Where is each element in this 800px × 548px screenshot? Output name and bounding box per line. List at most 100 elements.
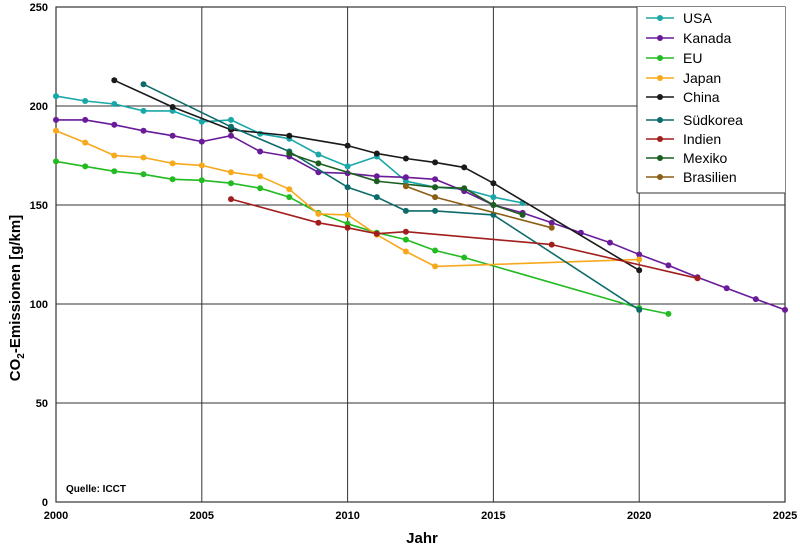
legend-item-kanada: Kanada bbox=[646, 30, 731, 46]
data-point bbox=[140, 81, 147, 88]
x-tick-label: 2010 bbox=[335, 510, 359, 522]
data-point bbox=[432, 176, 439, 183]
data-point bbox=[140, 107, 147, 114]
data-point bbox=[169, 176, 176, 183]
legend-swatch-marker bbox=[657, 174, 663, 180]
data-point bbox=[461, 254, 468, 261]
y-axis-title-sub: 2 bbox=[16, 353, 27, 359]
data-point bbox=[636, 256, 643, 263]
data-point bbox=[461, 164, 468, 171]
data-point bbox=[402, 207, 409, 214]
data-point bbox=[402, 236, 409, 243]
data-point bbox=[53, 158, 59, 165]
tick-labels: 0 50 100 150 200 250 2000 2005 2010 2015 2020 2025 bbox=[30, 2, 798, 522]
data-point bbox=[344, 184, 351, 191]
legend-label: USA bbox=[683, 10, 712, 26]
data-point bbox=[402, 248, 409, 255]
data-point bbox=[402, 174, 409, 181]
y-axis-title: CO2-Emissionen [g/km] bbox=[7, 215, 27, 381]
legend-label: Indien bbox=[683, 131, 721, 147]
series-line bbox=[56, 119, 786, 311]
series-line bbox=[55, 160, 669, 315]
series-südkorea bbox=[140, 81, 643, 313]
data-point bbox=[432, 184, 439, 191]
data-point bbox=[519, 211, 526, 218]
legend-item-mexiko: Mexiko bbox=[646, 150, 728, 166]
series-eu bbox=[53, 158, 672, 317]
data-point bbox=[286, 186, 293, 193]
data-point bbox=[111, 77, 118, 84]
data-point bbox=[665, 310, 672, 317]
data-point bbox=[607, 239, 613, 246]
data-point bbox=[665, 262, 672, 269]
legend-swatch-marker bbox=[657, 55, 663, 61]
data-point bbox=[402, 228, 409, 235]
x-tick-label: 2015 bbox=[481, 510, 505, 522]
data-point bbox=[432, 194, 439, 201]
x-tick-label: 2025 bbox=[773, 510, 797, 522]
data-point bbox=[723, 285, 730, 292]
y-tick-label: 200 bbox=[30, 101, 48, 113]
legend: USA Kanada EU Japan China Südkorea Indien Mexik… bbox=[636, 7, 785, 194]
legend-item-südkorea: Südkorea bbox=[646, 112, 743, 128]
legend-label: Südkorea bbox=[683, 112, 743, 128]
data-point bbox=[694, 275, 701, 282]
legend-swatch-marker bbox=[657, 117, 663, 123]
legend-swatch-marker bbox=[657, 94, 663, 100]
legend-swatch-marker bbox=[657, 136, 663, 142]
data-point bbox=[344, 211, 351, 218]
data-point bbox=[548, 241, 555, 248]
data-point bbox=[373, 230, 380, 237]
data-point bbox=[53, 116, 59, 123]
y-axis-title-main: CO bbox=[7, 358, 24, 381]
data-point bbox=[344, 163, 351, 170]
data-point bbox=[82, 139, 89, 146]
legend-label: China bbox=[683, 89, 720, 105]
data-point bbox=[344, 224, 351, 231]
data-point bbox=[373, 178, 380, 185]
y-tick-label: 0 bbox=[42, 497, 48, 509]
data-point bbox=[257, 173, 264, 180]
legend-label: Brasilien bbox=[683, 169, 737, 185]
data-point bbox=[490, 180, 497, 187]
x-tick-label: 2020 bbox=[627, 510, 651, 522]
data-point bbox=[286, 132, 293, 139]
series-japan bbox=[53, 127, 643, 270]
data-point bbox=[782, 306, 788, 313]
legend-item-usa: USA bbox=[646, 10, 712, 26]
legend-item-eu: EU bbox=[646, 50, 702, 66]
legend-swatch-marker bbox=[657, 155, 663, 161]
data-point bbox=[198, 118, 205, 125]
legend-label: Kanada bbox=[683, 30, 731, 46]
y-tick-label: 150 bbox=[30, 200, 48, 212]
data-point bbox=[286, 194, 293, 201]
data-point bbox=[111, 168, 118, 175]
data-point bbox=[111, 121, 118, 128]
series-line bbox=[143, 83, 640, 311]
data-point bbox=[169, 132, 176, 139]
data-point bbox=[432, 207, 439, 214]
data-point bbox=[169, 104, 176, 110]
data-point bbox=[228, 180, 234, 187]
data-point bbox=[490, 194, 497, 201]
data-point bbox=[490, 202, 497, 208]
data-point bbox=[636, 306, 643, 313]
data-point bbox=[140, 127, 147, 134]
data-point bbox=[228, 132, 234, 139]
series-line bbox=[230, 198, 698, 280]
y-tick-label: 50 bbox=[36, 398, 48, 410]
legend-item-brasilien: Brasilien bbox=[646, 169, 737, 185]
legend-item-china: China bbox=[646, 89, 720, 105]
data-point bbox=[373, 173, 380, 180]
data-point bbox=[140, 154, 147, 161]
data-point bbox=[111, 152, 118, 159]
data-point bbox=[373, 194, 380, 201]
series-indien bbox=[228, 196, 701, 282]
data-point bbox=[315, 160, 322, 167]
data-point bbox=[257, 148, 264, 155]
series-mexiko bbox=[286, 150, 526, 218]
data-point bbox=[257, 185, 264, 192]
data-point bbox=[315, 210, 322, 217]
y-tick-label: 100 bbox=[30, 299, 48, 311]
